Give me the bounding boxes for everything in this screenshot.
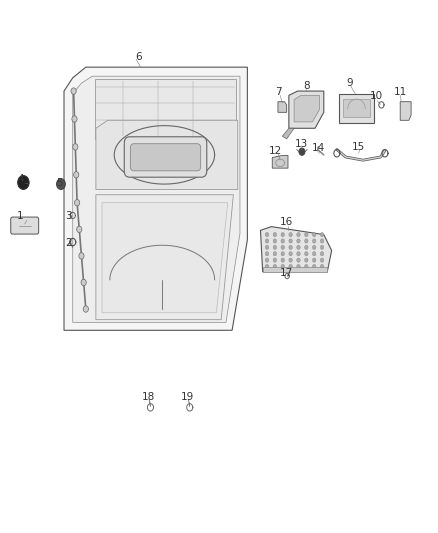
Circle shape [320,264,324,269]
Circle shape [281,239,285,243]
Polygon shape [339,94,374,123]
Circle shape [79,253,84,259]
Circle shape [273,239,277,243]
Text: 15: 15 [352,142,365,152]
Circle shape [265,252,269,256]
Circle shape [312,252,316,256]
Text: 8: 8 [303,81,310,91]
Polygon shape [96,120,238,189]
Circle shape [299,148,305,156]
Circle shape [312,239,316,243]
Circle shape [265,232,269,237]
Circle shape [312,232,316,237]
Polygon shape [272,156,288,168]
Circle shape [81,279,86,286]
Text: 13: 13 [294,139,308,149]
Circle shape [304,239,308,243]
Text: 4: 4 [17,174,24,184]
Circle shape [289,232,292,237]
Circle shape [312,258,316,262]
Circle shape [281,264,285,269]
Circle shape [281,245,285,249]
Text: 18: 18 [141,392,155,402]
Circle shape [71,88,76,94]
Text: 11: 11 [394,87,407,97]
Circle shape [273,252,277,256]
Polygon shape [64,67,247,330]
Circle shape [281,232,285,237]
Circle shape [74,199,80,206]
Circle shape [320,239,324,243]
Circle shape [273,258,277,262]
Circle shape [281,252,285,256]
Circle shape [18,175,29,189]
Text: 5: 5 [57,177,63,188]
Circle shape [57,179,65,189]
FancyBboxPatch shape [11,217,39,234]
Circle shape [297,245,300,249]
Circle shape [297,232,300,237]
Text: 19: 19 [181,392,194,402]
Circle shape [304,232,308,237]
Text: 6: 6 [135,52,141,61]
Circle shape [72,116,77,122]
Circle shape [304,252,308,256]
Circle shape [77,226,82,232]
Polygon shape [102,203,228,313]
Text: 2: 2 [65,238,72,247]
Text: 7: 7 [275,87,281,97]
FancyBboxPatch shape [131,144,201,171]
Circle shape [73,144,78,150]
Circle shape [265,245,269,249]
Circle shape [273,232,277,237]
Circle shape [273,264,277,269]
Circle shape [304,258,308,262]
Text: 1: 1 [17,211,24,221]
Circle shape [320,252,324,256]
Text: 16: 16 [280,217,293,228]
Circle shape [289,239,292,243]
Circle shape [297,252,300,256]
Circle shape [289,245,292,249]
Polygon shape [294,95,319,122]
Circle shape [289,252,292,256]
Polygon shape [283,128,294,139]
Circle shape [304,245,308,249]
Polygon shape [263,266,327,272]
Circle shape [273,245,277,249]
Circle shape [289,258,292,262]
Circle shape [289,264,292,269]
Polygon shape [96,195,233,320]
Circle shape [265,264,269,269]
Circle shape [320,258,324,262]
Circle shape [74,172,79,178]
Circle shape [297,264,300,269]
Polygon shape [73,76,240,322]
Polygon shape [261,227,332,272]
Text: 12: 12 [269,146,283,156]
Circle shape [312,245,316,249]
Text: 14: 14 [312,143,325,153]
Circle shape [265,258,269,262]
Circle shape [312,264,316,269]
Text: 17: 17 [280,268,293,278]
Text: 9: 9 [346,78,353,88]
Polygon shape [343,99,370,117]
Circle shape [297,239,300,243]
Polygon shape [400,102,411,120]
Circle shape [281,258,285,262]
Polygon shape [289,91,324,128]
FancyBboxPatch shape [124,137,207,177]
Circle shape [83,306,88,312]
Polygon shape [278,102,287,112]
Circle shape [304,264,308,269]
Circle shape [320,245,324,249]
Circle shape [320,232,324,237]
Circle shape [265,239,269,243]
Polygon shape [95,79,237,139]
Text: 10: 10 [370,91,383,101]
Text: 3: 3 [65,211,72,221]
Circle shape [297,258,300,262]
